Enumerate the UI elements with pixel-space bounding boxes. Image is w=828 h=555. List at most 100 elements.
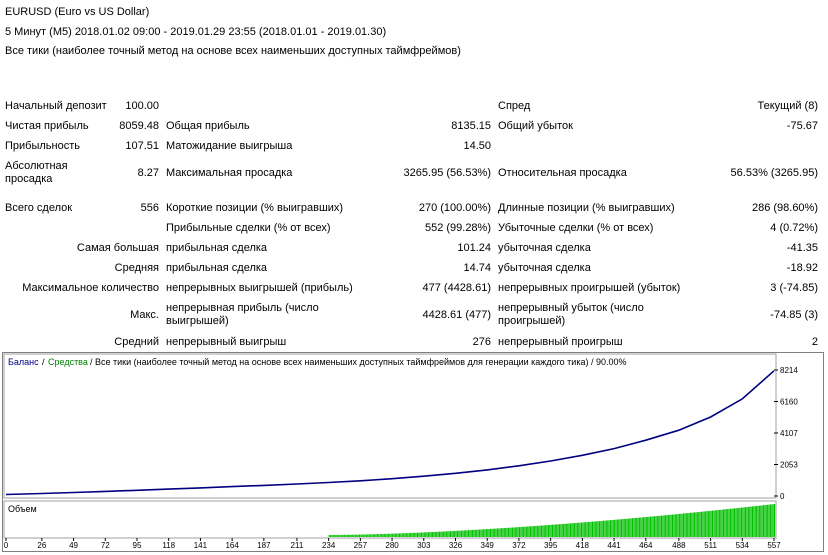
volume-bar	[676, 514, 678, 537]
volume-bar	[567, 523, 569, 537]
volume-bar	[669, 514, 671, 537]
x-tick-label-3: 72	[101, 541, 110, 550]
x-tick-label-8: 187	[257, 541, 271, 550]
y-axis-ticks: 0 2053 4107 6160 8214	[774, 366, 798, 501]
volume-bar	[645, 516, 647, 537]
volume-bar	[774, 504, 776, 537]
balance-series	[5, 370, 775, 496]
volume-bar	[375, 534, 377, 537]
volume-bar	[456, 530, 458, 537]
volume-bar	[578, 522, 580, 537]
volume-bar	[591, 521, 594, 537]
volume-bar	[342, 534, 344, 537]
volume-bar	[687, 513, 689, 537]
volume-bar	[716, 510, 718, 537]
volume-bar	[409, 532, 412, 537]
volume-bar	[727, 509, 729, 537]
volume-bar	[532, 526, 534, 537]
volume-bar	[626, 518, 628, 537]
volume-bar	[658, 515, 660, 537]
volume-bar	[660, 515, 663, 537]
volume-bar	[694, 512, 696, 537]
volume-bar	[699, 511, 701, 537]
volume-bar	[520, 526, 522, 537]
volume-bar	[392, 533, 394, 537]
volume-bar	[480, 529, 482, 537]
volume-bar	[681, 513, 683, 537]
volume-bar	[441, 531, 443, 537]
profit-factor-value: 107.51	[125, 140, 159, 152]
volume-bar	[576, 522, 578, 537]
volume-bar	[393, 533, 395, 537]
volume-bar	[432, 532, 434, 537]
volume-label: Объем	[8, 504, 37, 514]
x-tick-label-12: 280	[385, 541, 399, 550]
volume-bar	[623, 518, 625, 537]
volume-bar	[498, 528, 500, 537]
volume-bar	[622, 519, 624, 537]
volume-bar	[354, 534, 356, 537]
volume-bar	[335, 534, 337, 537]
volume-bar	[539, 525, 541, 537]
volume-bar	[554, 524, 556, 537]
volume-bar	[698, 512, 700, 537]
gross-profit-label: Общая прибыль	[166, 120, 250, 132]
volume-bar	[625, 518, 627, 537]
volume-bar	[494, 528, 496, 537]
net-profit-label: Чистая прибыль	[5, 120, 89, 132]
volume-bar	[601, 520, 603, 537]
volume-bar	[401, 533, 403, 537]
avg-consec-wins-value: 276	[472, 336, 491, 348]
volume-bar	[767, 504, 769, 537]
volume-bar	[619, 519, 621, 537]
volume-bar	[473, 529, 475, 537]
volume-bar	[582, 522, 584, 537]
volume-bar	[461, 530, 463, 537]
volume-bar	[589, 521, 591, 537]
volume-bar	[505, 527, 507, 537]
x-tick-label-10: 234	[322, 541, 336, 550]
volume-bar	[750, 506, 752, 537]
volume-bar	[707, 511, 709, 537]
volume-bar	[387, 533, 390, 537]
volume-bar	[378, 534, 380, 537]
volume-bar	[421, 532, 423, 537]
volume-bar	[403, 533, 405, 537]
volume-bar	[648, 516, 650, 537]
volume-bar	[736, 508, 738, 537]
volume-bar	[598, 521, 600, 537]
x-tick-label-23: 534	[736, 541, 750, 550]
volume-bar	[444, 531, 446, 537]
period-info: 5 Минут (M5) 2018.01.02 09:00 - 2019.01.…	[5, 26, 387, 38]
volume-bar	[542, 525, 544, 537]
net-profit-value: 8059.48	[119, 120, 159, 132]
volume-bar	[560, 524, 562, 537]
volume-bar	[474, 529, 476, 537]
volume-bar	[641, 517, 643, 537]
volume-bar	[429, 532, 431, 537]
max-consec-loss-label: непрерывный убыток (число проигрышей)	[498, 302, 644, 327]
abs-drawdown-label: Абсолютная просадка	[5, 160, 68, 185]
total-trades-value: 556	[140, 202, 159, 214]
max-label: Макс.	[130, 309, 159, 321]
volume-bar	[760, 505, 762, 537]
volume-bar	[341, 534, 343, 537]
volume-bar	[510, 527, 512, 537]
volume-bar	[499, 528, 501, 537]
volume-bar	[574, 523, 576, 537]
avg-consec-wins-label: непрерывный выигрыш	[166, 336, 287, 348]
volume-bar	[722, 509, 725, 537]
x-tick-label-16: 372	[512, 541, 526, 550]
volume-bar	[352, 534, 354, 537]
x-tick-label-13: 303	[417, 541, 431, 550]
volume-bar	[412, 532, 414, 537]
volume-bar	[710, 510, 712, 537]
volume-bar	[691, 512, 693, 537]
initial-deposit-value: 100.00	[125, 100, 159, 112]
x-tick-label-6: 141	[194, 541, 208, 550]
volume-bar	[579, 522, 581, 537]
volume-bar	[721, 509, 723, 537]
profit-trades-value: 552 (99.28%)	[424, 222, 491, 234]
symbol-title: EURUSD (Euro vs US Dollar)	[5, 6, 150, 18]
volume-bar	[550, 524, 552, 537]
